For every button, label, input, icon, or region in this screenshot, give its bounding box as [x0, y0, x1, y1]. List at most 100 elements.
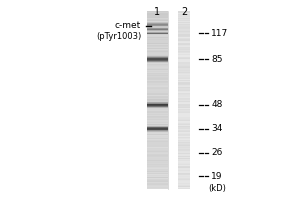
Bar [147, 136, 168, 137]
Bar [147, 120, 168, 121]
Bar [147, 181, 168, 182]
Bar [178, 171, 190, 172]
Bar [147, 111, 168, 112]
Bar [147, 110, 168, 111]
Text: 48: 48 [211, 100, 223, 109]
Bar [147, 65, 168, 66]
Bar [178, 33, 190, 34]
Bar [147, 53, 168, 54]
Bar [147, 139, 168, 140]
Bar [178, 43, 190, 44]
Bar [147, 166, 168, 167]
Bar [147, 53, 168, 54]
Bar [147, 163, 168, 164]
Bar [178, 101, 190, 102]
Bar [147, 26, 168, 27]
Bar [147, 86, 168, 87]
Bar [147, 152, 168, 153]
Bar [178, 86, 190, 87]
Bar [178, 104, 190, 105]
Bar [178, 150, 190, 151]
Bar [178, 148, 190, 149]
Bar [147, 146, 168, 147]
Bar [147, 35, 168, 36]
Bar [178, 41, 190, 42]
Bar [178, 99, 190, 100]
Bar [178, 58, 190, 59]
Bar [147, 12, 168, 13]
Bar [178, 53, 190, 54]
Bar [178, 102, 190, 103]
Bar [178, 59, 190, 60]
Bar [147, 109, 168, 110]
Bar [147, 158, 168, 159]
Bar [147, 165, 168, 166]
Bar [178, 39, 190, 40]
Bar [147, 174, 168, 175]
Bar [178, 81, 190, 82]
Bar [147, 91, 168, 92]
Bar [147, 161, 168, 162]
Bar [178, 138, 190, 139]
Bar [178, 76, 190, 77]
Bar [178, 157, 190, 158]
Bar [178, 19, 190, 20]
Bar [178, 170, 190, 171]
Bar [147, 170, 168, 171]
Text: (pTyr1003): (pTyr1003) [96, 32, 141, 41]
Bar [147, 154, 168, 155]
Bar [147, 77, 168, 78]
Bar [178, 120, 190, 121]
Bar [147, 112, 168, 113]
Bar [147, 29, 168, 30]
Bar [147, 31, 168, 32]
Bar [147, 46, 168, 47]
Bar [178, 26, 190, 27]
Bar [178, 182, 190, 183]
Bar [178, 72, 190, 73]
Bar [178, 136, 190, 137]
Bar [147, 45, 168, 46]
Bar [147, 55, 168, 56]
Bar [147, 151, 168, 152]
Bar [147, 172, 168, 173]
Bar [147, 73, 168, 74]
Bar [147, 103, 168, 104]
Bar [178, 135, 190, 136]
Bar [147, 137, 168, 138]
Bar [178, 98, 190, 99]
Bar [178, 46, 190, 47]
Bar [147, 100, 168, 101]
Bar [178, 181, 190, 182]
Bar [147, 41, 168, 42]
Bar [147, 177, 168, 178]
Bar [147, 85, 168, 86]
Bar [178, 70, 190, 71]
Bar [147, 159, 168, 160]
Bar [147, 124, 168, 125]
Bar [147, 76, 168, 77]
Bar [147, 43, 168, 44]
Bar [178, 82, 190, 83]
Bar [147, 66, 168, 67]
Bar [178, 24, 190, 25]
Bar [178, 159, 190, 160]
Bar [147, 160, 168, 161]
Bar [147, 123, 168, 124]
Bar [178, 12, 190, 13]
Bar [147, 120, 168, 121]
Bar [147, 22, 168, 23]
Bar [178, 113, 190, 114]
Bar [147, 101, 168, 102]
Bar [147, 41, 168, 42]
Bar [147, 126, 168, 127]
Bar [147, 182, 168, 183]
Bar [147, 89, 168, 90]
Bar [178, 51, 190, 52]
Bar [178, 64, 190, 65]
Bar [147, 91, 168, 92]
Bar [147, 36, 168, 37]
Bar [147, 177, 168, 178]
Bar [147, 58, 168, 59]
Bar [147, 139, 168, 140]
